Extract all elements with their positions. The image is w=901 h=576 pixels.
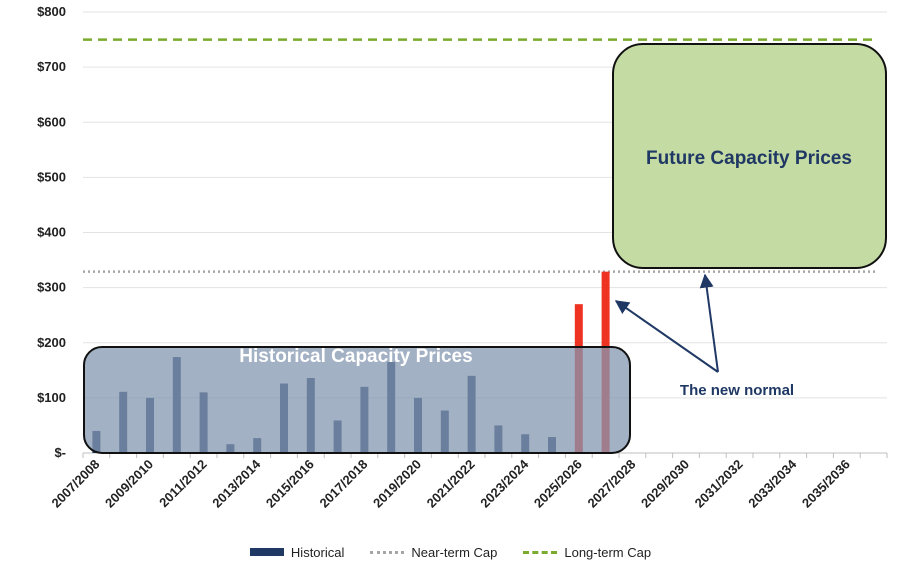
y-tick-label: $600: [37, 114, 66, 129]
x-tick-label: 2015/2016: [263, 457, 317, 511]
historical-box: [83, 346, 631, 454]
x-tick-label: 2035/2036: [799, 457, 853, 511]
arrow-to-bar: [614, 300, 719, 373]
x-tick-label: 2007/2008: [48, 457, 102, 511]
y-tick-label: $800: [37, 4, 66, 19]
x-tick-label: 2029/2030: [638, 457, 692, 511]
x-tick-label: 2021/2022: [424, 457, 478, 511]
y-tick-label: $100: [37, 390, 66, 405]
x-tick-label: 2017/2018: [316, 457, 370, 511]
legend-item-historical: Historical: [249, 544, 345, 560]
y-tick-label: $200: [37, 335, 66, 350]
legend-item-near-term-cap: Near-term Cap: [370, 545, 497, 560]
legend-swatch-historical: [249, 548, 284, 556]
future-box-label: Future Capacity Prices: [646, 148, 852, 169]
x-tick-label: 2013/2014: [209, 456, 264, 511]
arrow-to-future-box: [699, 273, 719, 373]
y-tick-label: $300: [37, 280, 66, 295]
annotation-new-normal: The new normal: [680, 382, 794, 399]
x-tick-label: 2027/2028: [584, 457, 638, 511]
legend-swatch-near-term-cap: [370, 550, 405, 554]
chart: $- $100 $200 $300 $400 $500 $600 $700 $800 2007/…: [37, 4, 888, 511]
historical-box-label: Historical Capacity Prices: [239, 346, 472, 367]
x-tick-label: 2009/2010: [102, 457, 156, 511]
x-tick-label: 2033/2034: [745, 456, 800, 511]
legend-swatch-long-term-cap: [523, 550, 558, 554]
legend-label-near-term-cap: Near-term Cap: [411, 544, 498, 560]
legend-label-long-term-cap: Long-term Cap: [564, 544, 652, 560]
legend: Historical Near-term Cap Long-term Cap: [0, 542, 901, 562]
legend-item-long-term-cap: Long-term Cap: [523, 545, 651, 560]
y-tick-label: $400: [37, 225, 66, 240]
x-tick-label: 2019/2020: [370, 457, 424, 511]
y-tick-label: $700: [37, 59, 66, 74]
x-tick-label: 2025/2026: [531, 457, 585, 511]
x-tick-label: 2031/2032: [692, 457, 746, 511]
legend-label-historical: Historical: [290, 544, 345, 560]
x-tick-label: 2011/2012: [156, 457, 210, 511]
x-tick-label: 2023/2024: [477, 456, 532, 511]
y-tick-label: $500: [37, 169, 66, 184]
y-tick-label: $-: [54, 445, 66, 460]
future-box: [612, 43, 887, 269]
